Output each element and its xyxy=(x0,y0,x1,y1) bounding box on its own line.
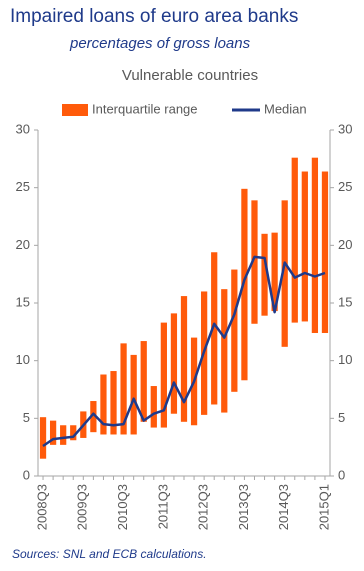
range-bar xyxy=(231,269,238,392)
y2-tick-label: 20 xyxy=(338,237,352,252)
range-bar xyxy=(281,200,288,347)
y2-tick-label: 10 xyxy=(338,352,352,367)
panel-title: Vulnerable countries xyxy=(122,67,258,84)
x-tick-label: 2012Q3 xyxy=(196,484,211,530)
chart-title: Impaired loans of euro area banks xyxy=(10,6,298,27)
y-tick-label: 25 xyxy=(16,179,30,194)
y-tick-label: 10 xyxy=(16,352,30,367)
range-bar xyxy=(261,233,268,316)
x-tick-label: 2011Q3 xyxy=(155,484,170,529)
range-bar xyxy=(211,252,218,405)
source-note: Sources: SNL and ECB calculations. xyxy=(12,547,207,561)
range-bar xyxy=(100,374,107,435)
x-tick-label: 2013Q3 xyxy=(236,484,251,530)
legend-label: Median xyxy=(264,101,307,116)
range-bar xyxy=(180,296,188,422)
range-bar xyxy=(291,157,298,323)
range-bar xyxy=(311,157,319,333)
range-bar xyxy=(170,313,178,414)
range-bar xyxy=(140,341,147,422)
range-bar xyxy=(120,343,127,435)
x-tick-label: 2015Q1 xyxy=(316,484,331,530)
range-bar xyxy=(90,401,97,433)
y-tick-label: 5 xyxy=(23,410,30,425)
x-tick-label: 2010Q3 xyxy=(115,484,130,530)
y2-tick-label: 30 xyxy=(338,121,352,136)
y2-tick-label: 25 xyxy=(338,179,352,194)
y2-tick-label: 0 xyxy=(338,467,345,482)
range-bar xyxy=(251,200,258,324)
range-bar xyxy=(39,417,47,459)
range-bar xyxy=(49,420,57,445)
legend-swatch xyxy=(62,104,88,116)
y-tick-label: 15 xyxy=(16,294,30,309)
range-bar xyxy=(301,171,308,322)
y-tick-label: 20 xyxy=(16,237,30,252)
range-bar xyxy=(110,371,117,435)
range-bar xyxy=(60,425,67,445)
range-bar xyxy=(221,289,228,413)
range-bar xyxy=(321,171,329,333)
x-tick-label: 2014Q3 xyxy=(276,484,291,530)
range-bar xyxy=(241,188,248,381)
y-tick-label: 30 xyxy=(16,121,30,136)
range-bar xyxy=(70,425,77,441)
x-tick-label: 2009Q3 xyxy=(75,484,90,530)
y2-tick-label: 15 xyxy=(338,294,352,309)
median-line xyxy=(42,255,326,448)
range-bar xyxy=(150,386,157,428)
chart-subtitle: percentages of gross loans xyxy=(69,35,251,52)
y-tick-label: 0 xyxy=(23,467,30,482)
range-bar xyxy=(130,354,137,435)
range-bar xyxy=(271,232,278,312)
range-bar xyxy=(160,322,167,428)
y2-tick-label: 5 xyxy=(338,410,345,425)
x-tick-label: 2008Q3 xyxy=(34,484,49,530)
legend-label: Interquartile range xyxy=(92,101,198,116)
